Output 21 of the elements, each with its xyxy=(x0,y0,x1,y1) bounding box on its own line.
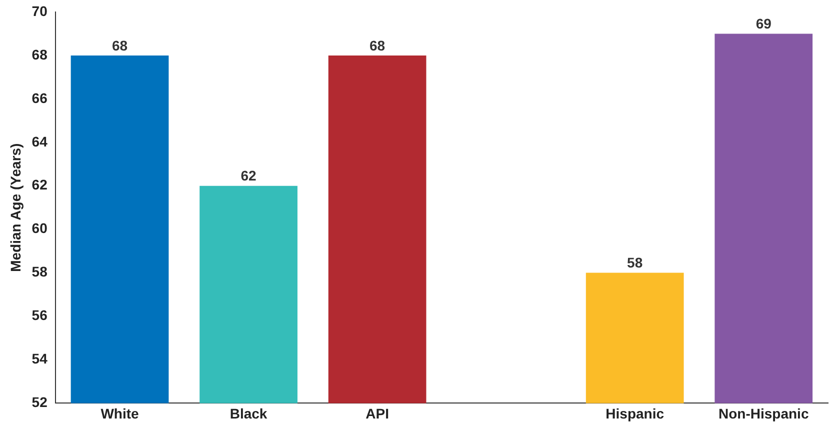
y-tick-label: 64 xyxy=(32,133,48,150)
y-axis-title: Median Age (Years) xyxy=(7,143,24,272)
data-label: 68 xyxy=(112,37,128,54)
y-tick-label: 56 xyxy=(32,307,48,324)
y-tick-label: 60 xyxy=(32,220,48,236)
y-tick-label: 58 xyxy=(32,264,48,280)
x-tick-label: Non-Hispanic xyxy=(718,405,809,422)
x-tick-label: API xyxy=(366,405,389,422)
x-tick-label: White xyxy=(100,405,140,422)
data-label: 58 xyxy=(627,254,643,271)
y-tick-label: 62 xyxy=(32,176,48,193)
y-tick-label: 68 xyxy=(32,46,48,62)
x-tick-label: Hispanic xyxy=(606,405,664,422)
data-label: 69 xyxy=(756,16,772,32)
y-tick-label: 70 xyxy=(32,2,48,19)
x-tick-label: Black xyxy=(230,405,268,422)
y-tick-label: 66 xyxy=(32,90,48,106)
y-tick-label: 52 xyxy=(32,394,48,410)
y-tick-label: 54 xyxy=(32,350,48,367)
data-label: 62 xyxy=(240,168,257,184)
data-label: 68 xyxy=(370,37,386,54)
